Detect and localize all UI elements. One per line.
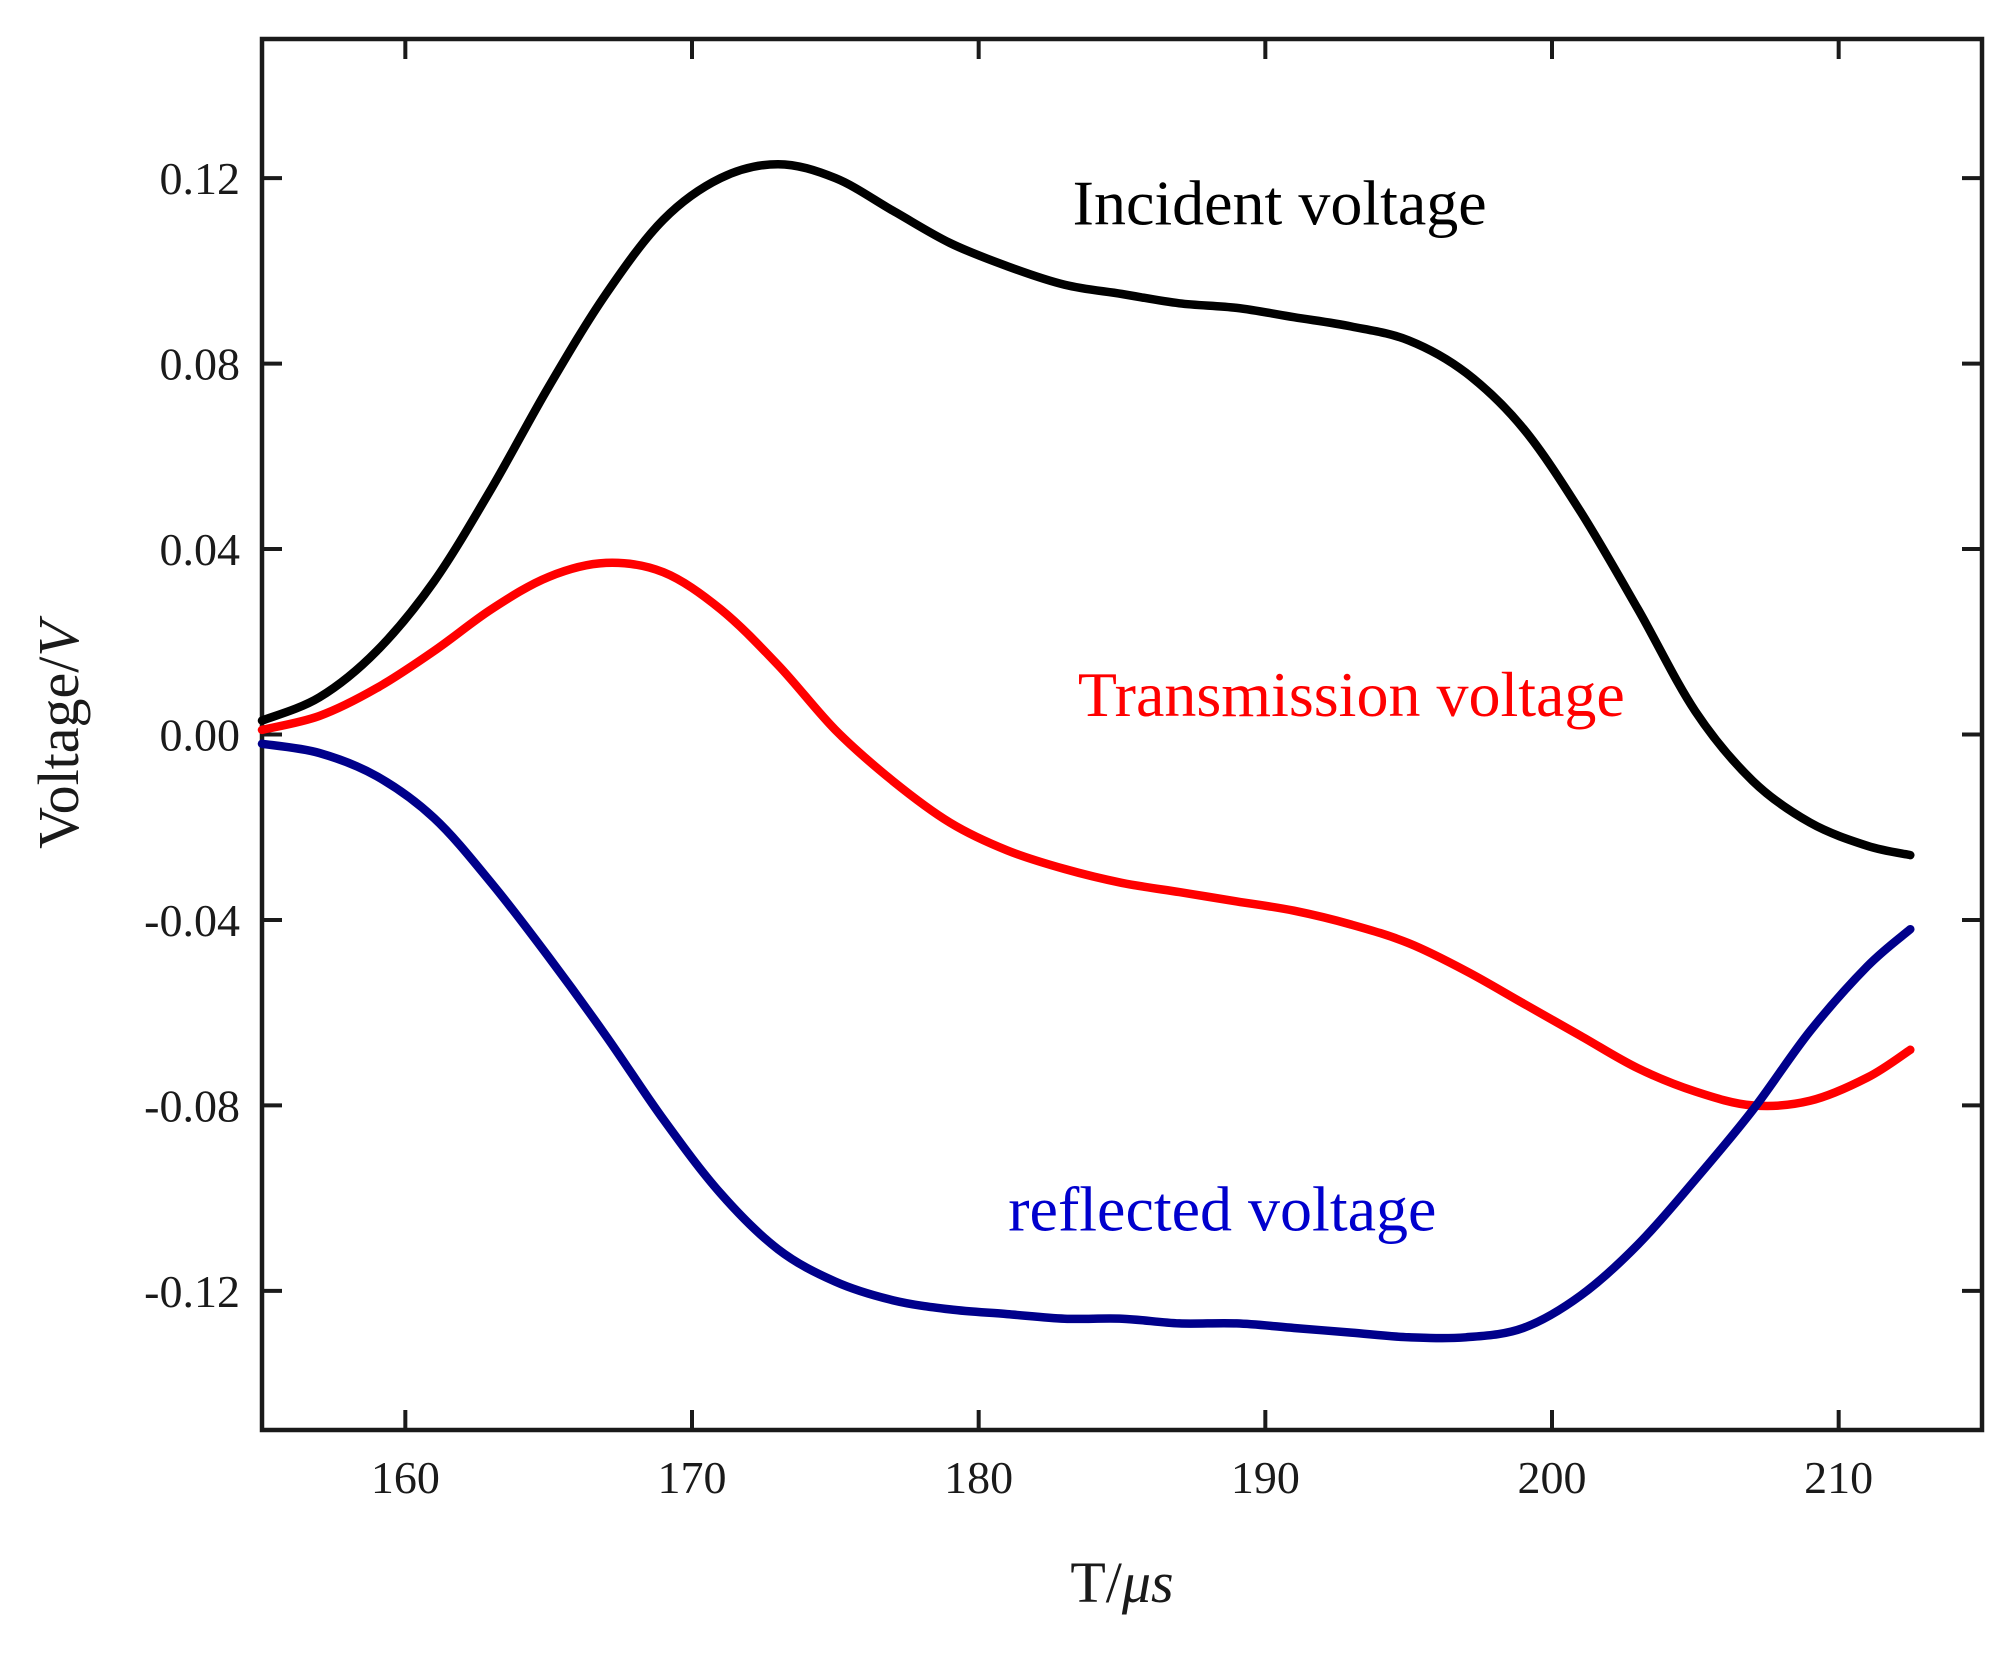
x-axis-title: T/μs: [1070, 1550, 1173, 1615]
y-tick-label: 0.12: [160, 153, 241, 204]
series-lines: [257, 159, 1915, 1343]
label-reflected-voltage: reflected voltage: [1008, 1174, 1436, 1245]
y-tick-label: 0.04: [160, 524, 241, 575]
series-line-incident-voltage: [257, 159, 1915, 860]
x-axis: 160 170 180 190 200 210: [371, 39, 1873, 1503]
x-axis-title-text: T/: [1070, 1550, 1122, 1615]
label-incident-voltage: Incident voltage: [1073, 167, 1487, 238]
y-tick-label: 0.08: [160, 339, 241, 390]
y-tick-label: -0.12: [144, 1266, 240, 1317]
x-axis-title-unit: μs: [1121, 1550, 1174, 1615]
y-axis-title-unit: V: [26, 615, 91, 657]
label-transmission-voltage: Transmission voltage: [1078, 659, 1625, 730]
series-annotations: Incident voltage Transmission voltage refl…: [1008, 167, 1625, 1244]
series-line-reflected-voltage: [257, 739, 1915, 1343]
x-tick-label: 160: [371, 1452, 440, 1503]
x-tick-label: 170: [658, 1452, 727, 1503]
x-tick-label: 190: [1231, 1452, 1300, 1503]
y-tick-label: 0.00: [160, 710, 241, 761]
series-line-transmission-voltage: [257, 558, 1915, 1111]
y-tick-label: -0.04: [144, 895, 240, 946]
x-tick-label: 210: [1804, 1452, 1873, 1503]
y-axis-title-text: Voltage/: [26, 656, 91, 849]
y-axis: 0.12 0.08 0.04 0.00 -0.04 -0.08 -0.12: [144, 153, 1982, 1317]
x-tick-label: 180: [944, 1452, 1013, 1503]
y-tick-label: -0.08: [144, 1080, 240, 1131]
x-tick-label: 200: [1518, 1452, 1587, 1503]
y-axis-title: Voltage/V: [26, 615, 91, 849]
